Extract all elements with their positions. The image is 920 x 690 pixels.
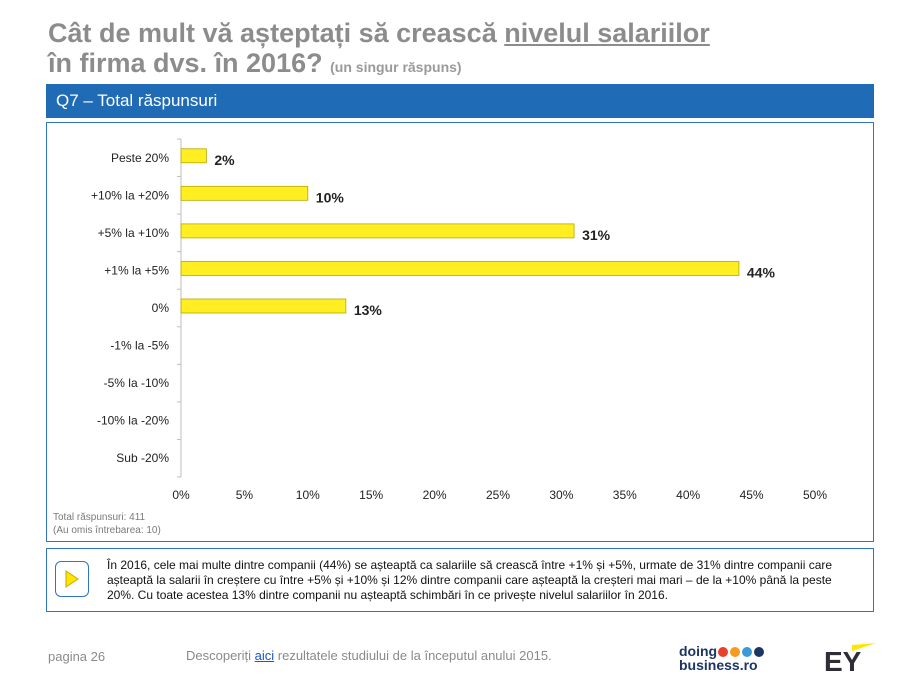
discover-link[interactable]: aici bbox=[254, 648, 275, 663]
y-tick-label: Sub -20% bbox=[116, 451, 169, 465]
chart-footnote: Total răspunsuri: 411 (Au omis întrebare… bbox=[53, 511, 161, 537]
title-underlined: nivelul salariilor bbox=[504, 18, 710, 48]
y-tick-label: 0% bbox=[152, 301, 170, 315]
x-tick-label: 5% bbox=[236, 488, 254, 502]
bar bbox=[180, 261, 740, 276]
logo-dots bbox=[718, 647, 764, 657]
play-arrow-icon bbox=[55, 561, 89, 597]
discover-text: Descoperiți aici rezultatele studiului d… bbox=[186, 648, 552, 663]
svg-text:EY: EY bbox=[824, 646, 862, 673]
bar bbox=[180, 148, 207, 164]
x-tick-label: 25% bbox=[486, 488, 510, 502]
x-tick-label: 45% bbox=[740, 488, 764, 502]
bar-chart: Peste 20% 2% +10% la +20% 10% +5% la +10% 31%… bbox=[91, 138, 827, 502]
logo-line1: doing bbox=[679, 643, 718, 659]
title-part1: Cât de mult vă așteptați să crească bbox=[48, 18, 505, 48]
page-number: pagina 26 bbox=[48, 649, 106, 664]
section-header-bar: Q7 – Total răspunsuri bbox=[46, 84, 874, 118]
logo-line2: business.ro bbox=[679, 657, 758, 673]
x-tick-label: 10% bbox=[296, 488, 320, 502]
summary-text: În 2016, cele mai multe dintre companii … bbox=[107, 558, 833, 602]
y-tick-label: +5% la +10% bbox=[98, 226, 170, 240]
data-label: 44% bbox=[747, 264, 776, 280]
logo-dot bbox=[730, 647, 740, 657]
doingbusiness-logo: doing business.ro bbox=[676, 643, 780, 675]
page-title: Cât de mult vă așteptați să crească nive… bbox=[48, 18, 888, 82]
bar bbox=[180, 185, 309, 201]
y-tick-label: +1% la +5% bbox=[104, 263, 169, 277]
chart-panel: Peste 20% 2% +10% la +20% 10% +5% la +10% 31%… bbox=[46, 122, 874, 542]
x-tick-label: 40% bbox=[676, 488, 700, 502]
title-note: (un singur răspuns) bbox=[330, 59, 462, 75]
data-label: 2% bbox=[214, 152, 235, 168]
x-tick-label: 35% bbox=[613, 488, 637, 502]
discover-before: Descoperiți bbox=[186, 648, 255, 663]
ey-logo: EY bbox=[822, 643, 878, 678]
footnote-total: Total răspunsuri: 411 bbox=[53, 512, 146, 523]
y-tick-label: Peste 20% bbox=[111, 151, 169, 165]
data-label: 31% bbox=[582, 227, 611, 243]
data-label: 10% bbox=[316, 189, 345, 205]
x-tick-label: 0% bbox=[172, 488, 190, 502]
bar bbox=[180, 298, 347, 314]
footnote-omitted: (Au omis întrebarea: 10) bbox=[53, 525, 161, 536]
x-tick-label: 20% bbox=[423, 488, 447, 502]
y-tick-label: +10% la +20% bbox=[91, 188, 169, 202]
logo-dot bbox=[742, 647, 752, 657]
y-tick-label: -1% la -5% bbox=[110, 339, 169, 353]
logo-dot bbox=[718, 647, 728, 657]
discover-after: rezultatele studiului de la începutul an… bbox=[274, 648, 552, 663]
summary-panel: În 2016, cele mai multe dintre companii … bbox=[46, 548, 874, 612]
section-label: Q7 – Total răspunsuri bbox=[56, 91, 218, 110]
y-tick-label: -10% la -20% bbox=[97, 414, 169, 428]
title-line2: în firma dvs. în 2016? bbox=[48, 48, 323, 78]
x-tick-label: 30% bbox=[549, 488, 573, 502]
logo-dot bbox=[754, 647, 764, 657]
bar bbox=[180, 223, 575, 239]
y-tick-label: -5% la -10% bbox=[104, 376, 170, 390]
x-tick-label: 50% bbox=[803, 488, 827, 502]
data-label: 13% bbox=[354, 302, 383, 318]
x-tick-label: 15% bbox=[359, 488, 383, 502]
